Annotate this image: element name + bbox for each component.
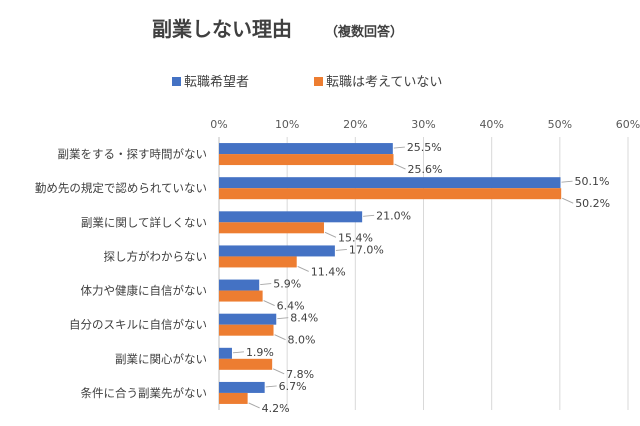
data-label-leader [561,180,573,183]
data-label-leader [394,163,406,170]
bar-series-1 [219,381,265,393]
data-label-series-2: 4.2% [262,402,290,415]
bar-series-2 [219,154,394,166]
data-label-series-1: 21.0% [376,209,411,222]
data-label-leader [248,402,260,409]
bar-series-1 [219,245,335,257]
category-label: 体力や健康に自信がない [81,284,208,298]
legend-label-series-1: 転職希望者 [184,74,249,90]
data-label-series-1: 5.9% [273,278,301,291]
x-tick-label: 0% [210,118,227,131]
data-label-leader [297,265,309,272]
data-label-series-2: 11.4% [311,265,346,278]
bar-series-2 [219,290,263,302]
bar-series-1 [219,143,393,155]
bar-series-2 [219,324,274,336]
x-tick-label: 30% [411,118,435,131]
data-label-series-2: 50.2% [575,197,610,210]
data-label-series-1: 1.9% [246,346,274,359]
bar-series-1 [219,177,561,189]
legend-swatch-series-1 [172,77,181,86]
chart-subtitle: （複数回答） [325,24,403,40]
bar-series-2 [219,222,324,234]
category-label: 副業をする・探す時間がない [58,147,208,161]
data-label-leader [260,283,272,286]
bar-series-1 [219,313,277,325]
bar-series-1 [219,347,232,359]
data-label-series-2: 7.8% [286,368,314,381]
bar-series-2 [219,358,273,370]
data-label-leader [393,146,405,149]
data-label-leader [263,300,275,307]
bar-series-2 [219,256,297,268]
data-label-leader [561,197,574,204]
data-label-leader [265,385,277,388]
data-label-series-1: 25.5% [407,141,442,154]
data-label-series-1: 8.4% [290,312,318,325]
data-label-series-2: 15.4% [338,231,373,244]
x-tick-label: 10% [275,118,299,131]
data-label-leader [363,214,375,217]
legend-swatch-series-2 [314,77,323,86]
category-label: 副業に関して詳しくない [81,215,207,229]
data-label-leader [335,248,347,251]
category-label: 探し方がわからない [104,249,208,263]
data-label-series-2: 8.0% [288,334,316,347]
category-label: 条件に合う副業先がない [81,386,208,400]
data-label-series-2: 6.4% [277,300,305,313]
category-label: 副業に関心がない [115,352,207,366]
bars [219,143,562,404]
category-labels: 副業をする・探す時間がない勤め先の規定で認められていない副業に関して詳しくない探… [35,147,207,400]
legend: 転職希望者 転職は考えていない [172,74,442,90]
legend-label-series-2: 転職は考えていない [326,75,442,90]
data-label-series-1: 17.0% [349,243,384,256]
data-label-series-2: 25.6% [408,163,443,176]
bar-series-2 [219,188,562,200]
x-tick-label: 50% [548,118,572,131]
category-label: 勤め先の規定で認められていない [35,181,207,195]
x-tick-label: 60% [616,118,640,131]
data-labels: 25.5% 25.6% 50.1% 50.2% 21.0%15.4%17.0%11.4%… [232,141,610,415]
chart-title: 副業しない理由 [152,17,292,41]
data-label-leader [274,334,286,341]
x-axis-ticks: 0% 10% 20% 30% 40% 50% 60% [210,118,640,131]
data-label-leader [272,368,285,375]
x-tick-label: 40% [479,118,503,131]
x-tick-label: 20% [343,118,367,131]
data-label-leader [324,231,337,238]
category-label: 自分のスキルに自信がない [69,318,207,332]
data-label-leader [277,317,289,320]
data-label-series-1: 50.1% [575,175,610,188]
bar-series-1 [219,279,260,291]
bar-series-2 [219,392,248,404]
data-label-series-1: 6.7% [279,380,307,393]
bar-series-1 [219,211,363,223]
data-label-leader [232,351,244,354]
